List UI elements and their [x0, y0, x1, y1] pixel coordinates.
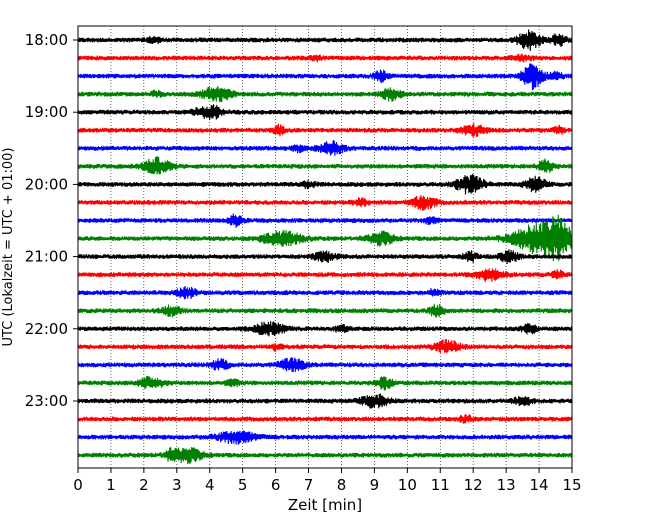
trace-2345 [77, 447, 573, 465]
y-tick-label: 22:00 [25, 320, 68, 338]
trace-2100 [77, 249, 573, 264]
y-tick-label: 19:00 [25, 103, 68, 121]
trace-1845 [77, 86, 573, 103]
x-tick-label: 14 [530, 476, 549, 494]
y-tick-label: 18:00 [25, 31, 68, 49]
x-tick-label: 11 [431, 476, 450, 494]
trace-2130 [77, 286, 573, 300]
trace-1930 [77, 140, 573, 156]
x-tick-label: 2 [139, 476, 149, 494]
x-tick-label: 15 [562, 476, 581, 494]
x-tick-label: 13 [497, 476, 516, 494]
trace-1830 [77, 63, 573, 91]
trace-2230 [77, 357, 573, 373]
trace-2330 [77, 430, 573, 445]
x-tick-label: 9 [370, 476, 380, 494]
y-tick-label: 23:00 [25, 392, 68, 410]
trace-2315 [77, 414, 573, 424]
x-tick-label: 4 [205, 476, 215, 494]
x-tick-label: 1 [106, 476, 116, 494]
trace-1915 [77, 123, 573, 138]
x-axis-ticks: 0 1 2 3 4 5 6 7 8 9 10 11 12 13 14 15 [73, 468, 582, 494]
trace-2000 [77, 174, 573, 195]
x-tick-label: 8 [337, 476, 347, 494]
trace-2200 [77, 321, 573, 337]
y-tick-label: 21:00 [25, 248, 68, 266]
trace-1900 [77, 104, 573, 121]
x-tick-label: 3 [172, 476, 182, 494]
trace-2300 [77, 393, 573, 409]
seismic-traces [77, 29, 573, 465]
trace-2045 [77, 214, 573, 262]
trace-2115 [77, 268, 573, 282]
x-tick-label: 0 [73, 476, 83, 494]
plot-frame [77, 25, 573, 469]
trace-2015 [77, 195, 573, 211]
y-axis-ticks: 18:00 19:00 20:00 21:00 22:00 23:00 [25, 31, 78, 410]
x-tick-label: 5 [238, 476, 248, 494]
x-axis-label: Zeit [min] [288, 496, 362, 514]
trace-2145 [77, 303, 573, 318]
y-axis-label: UTC (Lokalzeit = UTC + 01:00) [1, 148, 16, 347]
x-tick-label: 6 [271, 476, 281, 494]
trace-2245 [77, 375, 573, 391]
trace-1945 [77, 156, 573, 175]
x-tick-label: 10 [398, 476, 417, 494]
trace-1800 [77, 29, 573, 51]
x-tick-label: 12 [464, 476, 483, 494]
trace-2215 [77, 339, 573, 354]
trace-1815 [77, 53, 573, 63]
x-tick-label: 7 [304, 476, 314, 494]
y-tick-label: 20:00 [25, 175, 68, 193]
trace-2030 [77, 213, 573, 228]
